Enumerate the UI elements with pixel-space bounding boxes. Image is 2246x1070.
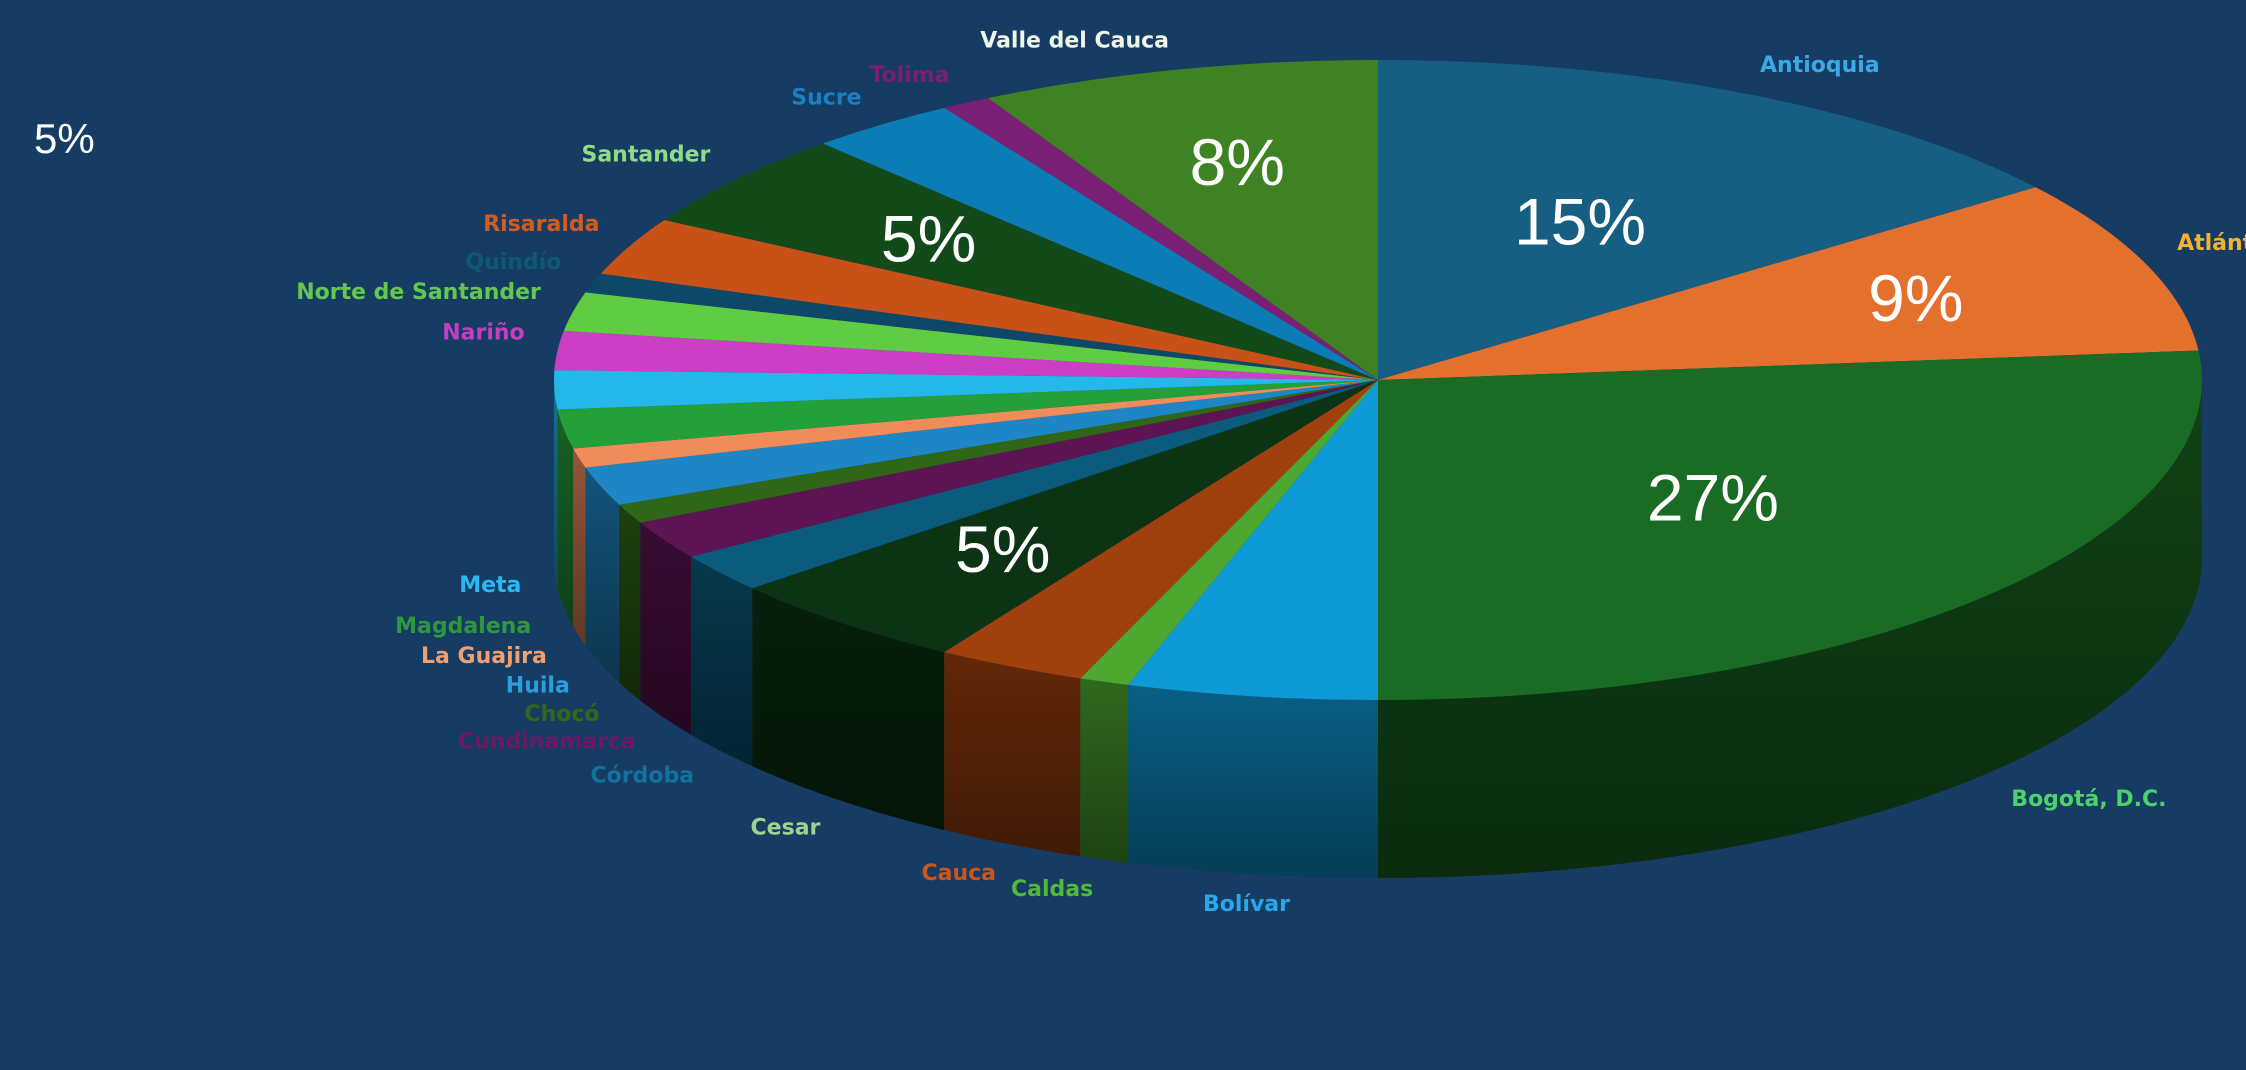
pie-slice-bogota-d-c (1378, 350, 2202, 700)
pie-slice-la-guajira (573, 380, 1378, 468)
pie-side-shade-cesar (752, 588, 945, 831)
pie-side-shade-cundinamarca (640, 522, 692, 735)
category-label-norte-de-santander: Norte de Santander (296, 280, 541, 305)
pie-slice-quindio (585, 273, 1378, 380)
pie-slice-tolima (944, 98, 1378, 380)
pie-side-shade-meta (554, 380, 558, 588)
category-label-caldas: Caldas (1011, 877, 1093, 902)
stray-percent-label: 5% (34, 115, 95, 162)
pie-slice-cordoba (691, 380, 1378, 589)
pie-slice-huila (585, 380, 1378, 505)
pie-slice-choco (619, 380, 1378, 523)
data-label-santander: 5% (881, 202, 976, 276)
pie-slice-risaralda (600, 220, 1378, 380)
pie-side-shade-huila (585, 467, 620, 683)
category-label-bolivar: Bolívar (1203, 892, 1290, 917)
pie-side-shade-choco (619, 504, 641, 701)
pie-side-shade-caldas (1080, 678, 1129, 863)
data-label-antioquia: 15% (1514, 185, 1646, 259)
category-label-antioquia: Antioquia (1760, 53, 1880, 78)
data-label-atlantico: 9% (1868, 261, 1963, 335)
category-label-cauca: Cauca (921, 861, 996, 886)
category-label-cundinamarca: Cundinamarca (458, 729, 636, 754)
category-label-meta: Meta (459, 573, 521, 598)
pie-slice-meta (554, 370, 1378, 410)
pie-slice-narino (554, 330, 1378, 380)
category-label-santander: Santander (581, 142, 710, 167)
pie-slice-norte-de-santander (563, 292, 1378, 380)
pie-slice-magdalena (557, 380, 1378, 449)
category-label-tolima: Tolima (869, 63, 949, 88)
category-label-risaralda: Risaralda (483, 212, 599, 237)
data-label-valle-del-cauca: 8% (1190, 125, 1285, 199)
pie-slice-sucre (822, 107, 1378, 381)
pie-side-shade-bolivar (1128, 684, 1378, 878)
category-label-choco: Chocó (524, 702, 599, 727)
pie-slice-santander (664, 143, 1378, 380)
category-label-narino: Nariño (442, 320, 524, 345)
category-label-magdalena: Magdalena (395, 614, 531, 639)
pie-slice-atlantico (1378, 187, 2199, 380)
pie-side-shade-bogota-d-c (1378, 380, 2202, 878)
category-label-bogota-d-c: Bogotá, D.C. (2011, 787, 2166, 812)
data-label-bogota-d-c: 27% (1647, 461, 1779, 535)
category-label-cesar: Cesar (751, 816, 821, 841)
pie-slice-cundinamarca (640, 380, 1378, 557)
pie-slice-cesar (752, 380, 1378, 653)
pie-side-shade-cauca (944, 652, 1081, 857)
category-label-quindio: Quindío (465, 250, 561, 275)
category-label-atlantico: Atlántico (2177, 231, 2246, 256)
pie-slice-bolivar (1128, 380, 1378, 700)
data-label-cesar: 5% (955, 512, 1050, 586)
pie-side-shade-cordoba (691, 556, 753, 767)
pie-slice-antioquia (1378, 60, 2036, 380)
category-label-sucre: Sucre (791, 85, 861, 110)
pie-slice-cauca (944, 380, 1378, 679)
category-label-huila: Huila (506, 674, 570, 699)
category-label-la-guajira: La Guajira (421, 644, 547, 669)
pie-side-shade-la-guajira (573, 448, 586, 646)
pie-slice-caldas (1080, 380, 1378, 685)
pie-side-shade-magdalena (557, 409, 574, 627)
pie-slice-valle-del-cauca (988, 60, 1378, 380)
category-label-valle-del-cauca: Valle del Cauca (980, 28, 1169, 53)
category-label-cordoba: Córdoba (591, 764, 695, 789)
